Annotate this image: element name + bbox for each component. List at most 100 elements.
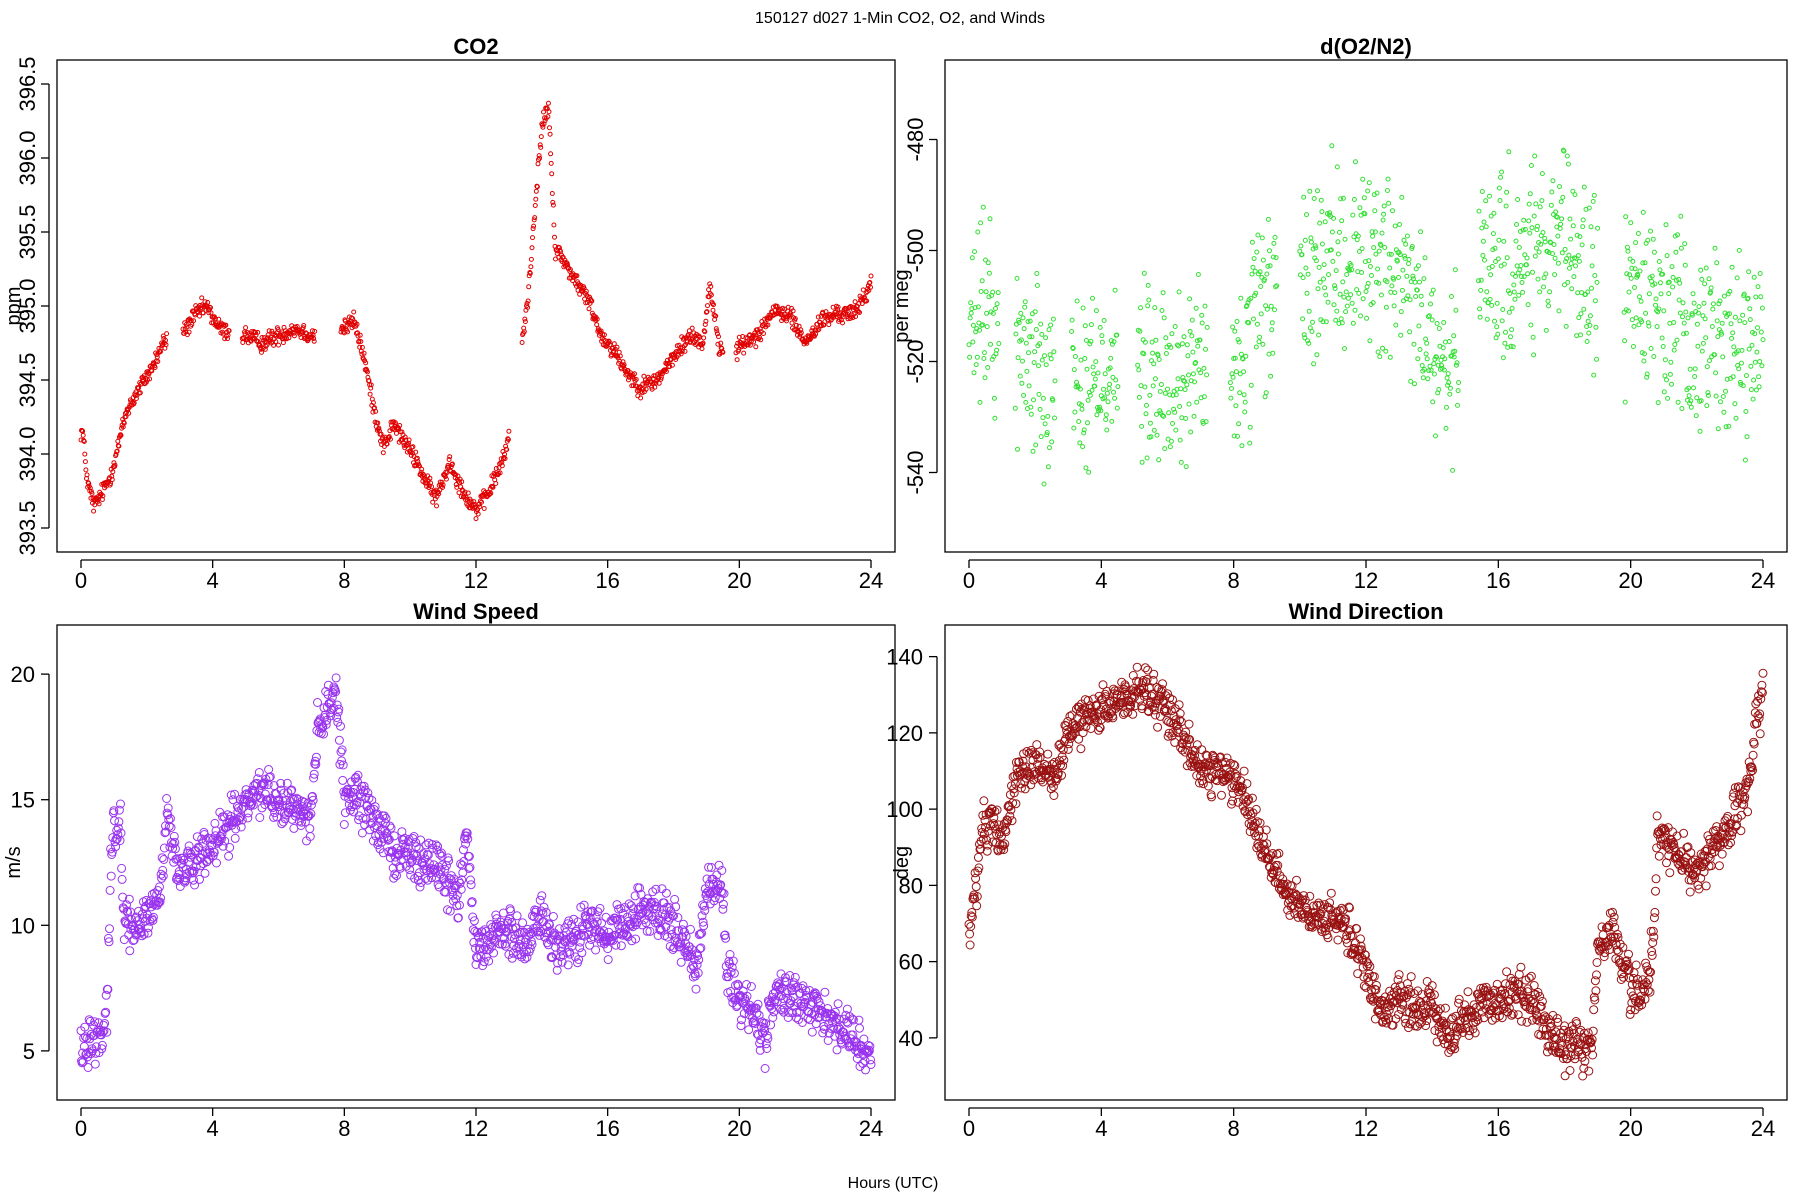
- wind-speed-point: [591, 912, 601, 922]
- wind-direction-point: [1347, 931, 1357, 941]
- wind-speed-point: [159, 843, 169, 853]
- o2n2-point: [1391, 303, 1397, 309]
- o2n2-point: [1698, 398, 1704, 404]
- co2-point: [373, 408, 379, 414]
- o2n2-point: [1077, 386, 1083, 392]
- o2n2-point: [1492, 245, 1498, 251]
- o2n2-point: [1023, 340, 1029, 346]
- co2-point: [255, 329, 261, 335]
- wind-direction-point: [1048, 782, 1058, 792]
- co2-point: [376, 425, 382, 431]
- co2-point: [548, 151, 554, 157]
- wind-direction-point: [1427, 981, 1437, 991]
- o2n2-point: [1694, 321, 1700, 327]
- o2n2-point: [1069, 317, 1075, 323]
- wind-speed-point: [180, 877, 190, 887]
- wind-speed-point: [830, 1007, 840, 1017]
- co2-point: [707, 281, 713, 287]
- co2-point: [216, 316, 222, 322]
- o2n2-point: [1407, 329, 1413, 335]
- o2n2-point: [1258, 311, 1264, 317]
- o2n2-point: [1367, 338, 1373, 344]
- wind-speed-plot-frame: [56, 624, 896, 1101]
- o2n2-point: [1750, 396, 1756, 402]
- wind-speed-point: [198, 839, 208, 848]
- wind-speed-point: [96, 1025, 106, 1035]
- o2n2-point: [1575, 290, 1581, 296]
- wind-speed-point: [389, 873, 399, 883]
- wind-speed-point: [157, 853, 167, 863]
- o2n2-point: [1081, 430, 1087, 436]
- o2n2-point: [1232, 355, 1238, 361]
- co2-point: [449, 461, 455, 467]
- wind-speed-point: [114, 805, 124, 815]
- o2n2-point: [1528, 322, 1534, 328]
- co2-point: [607, 342, 613, 348]
- co2-point: [734, 357, 740, 363]
- o2n2-point: [1398, 309, 1404, 315]
- wind-direction-point: [965, 929, 975, 939]
- wind-speed-point: [158, 865, 168, 875]
- wind-speed-point: [577, 921, 587, 931]
- co2-point: [133, 396, 139, 401]
- wind-speed-point: [506, 906, 516, 916]
- o2n2-point: [1550, 178, 1556, 184]
- o2n2-point: [1666, 279, 1672, 285]
- o2n2-point: [1682, 262, 1688, 268]
- wind-speed-point: [103, 933, 113, 943]
- o2n2-point: [1419, 363, 1425, 368]
- wind-speed-point: [241, 797, 251, 807]
- wind-direction-point: [1148, 675, 1158, 685]
- wind-speed-point: [340, 808, 350, 818]
- o2n2-point: [1632, 285, 1637, 290]
- o2n2-point: [1139, 423, 1145, 429]
- wind-speed-point: [308, 795, 318, 805]
- wind-direction-point: [1402, 979, 1412, 989]
- o2n2-point: [1412, 279, 1418, 285]
- o2n2-point: [1521, 274, 1527, 280]
- o2n2-point: [1323, 319, 1329, 325]
- co2-point: [549, 171, 555, 177]
- o2n2-point: [1023, 399, 1029, 405]
- o2n2-point: [1708, 285, 1714, 291]
- o2n2-point: [1567, 265, 1572, 271]
- co2-point: [736, 334, 742, 340]
- wind-speed-point: [147, 914, 157, 924]
- o2n2-point: [1418, 293, 1424, 299]
- wind-speed-point: [319, 729, 328, 739]
- o2n2-point: [1239, 443, 1245, 449]
- o2n2-point: [1453, 307, 1459, 313]
- co2-point: [155, 359, 161, 364]
- o2n2-point: [1090, 295, 1095, 301]
- o2n2-point: [1712, 352, 1717, 358]
- o2n2-point: [1657, 280, 1663, 286]
- o2n2-point: [1495, 331, 1501, 337]
- co2-point: [310, 328, 315, 334]
- co2-point: [704, 309, 710, 315]
- o2n2-point: [1755, 325, 1760, 331]
- o2n2-y-tick-label: -480: [903, 117, 928, 161]
- wind-speed-point: [357, 828, 367, 838]
- o2n2-point: [1428, 301, 1433, 307]
- wind-direction-point: [966, 922, 976, 931]
- wind-direction-point: [971, 873, 981, 883]
- o2n2-point: [1152, 305, 1158, 311]
- wind-speed-point: [102, 1027, 112, 1037]
- o2n2-point: [1347, 267, 1352, 273]
- o2n2-point: [1074, 298, 1080, 304]
- wind-direction-point: [1018, 762, 1027, 771]
- o2n2-point: [1565, 279, 1571, 285]
- o2n2-point: [1626, 289, 1632, 295]
- wind-speed-point: [722, 968, 732, 978]
- co2-point: [528, 264, 534, 270]
- wind-direction-point: [1072, 722, 1082, 732]
- wind-speed-point: [527, 940, 537, 949]
- o2n2-point: [1108, 355, 1114, 361]
- co2-point: [684, 339, 690, 345]
- co2-point: [519, 340, 525, 345]
- co2-point: [240, 340, 246, 345]
- wind-speed-point: [694, 930, 704, 940]
- wind-speed-point: [548, 912, 558, 921]
- o2n2-points: [966, 143, 1766, 487]
- wind-speed-point: [477, 927, 487, 937]
